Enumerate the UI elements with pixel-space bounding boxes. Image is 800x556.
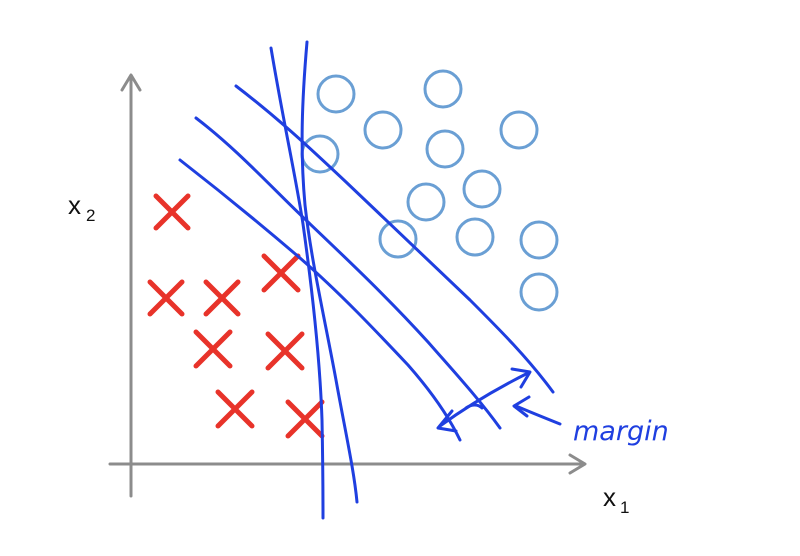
x-axis-label-subscript: 1 [620, 498, 629, 517]
margin-annotation-label: margin [573, 416, 669, 447]
annotation-pointer [512, 395, 562, 426]
x-mark-icon [215, 389, 255, 429]
svm-upper-margin-line [234, 84, 555, 394]
circle-icon [300, 134, 340, 174]
margin-arrow-mid-tick [464, 403, 484, 410]
margin-arrow [436, 367, 532, 433]
positive-class-points [300, 69, 559, 312]
annotation-pointer-head [512, 395, 531, 418]
x-mark-icon [285, 399, 325, 439]
circle-icon [406, 182, 446, 222]
svm-decision-boundary [194, 116, 502, 430]
x-mark-icon [153, 193, 191, 231]
negative-class-points [147, 193, 325, 439]
y-axis-arrowhead [120, 73, 142, 92]
margin-arrow-shaft [438, 371, 530, 428]
x-axis-label: x [603, 482, 616, 512]
circle-icon [462, 169, 502, 209]
axes [108, 73, 587, 498]
circle-icon [499, 110, 539, 150]
margin-arrow-head-right [510, 367, 532, 389]
margin-arrow-head-left [436, 409, 458, 433]
x-mark-icon [261, 253, 301, 293]
steep-boundary-b [300, 40, 359, 504]
circle-icon [363, 110, 403, 150]
circle-icon [423, 69, 463, 109]
x-mark-icon [265, 331, 305, 371]
y-axis-label-subscript: 2 [86, 206, 95, 225]
steep-boundary-a [269, 46, 325, 520]
circle-icon [519, 220, 559, 260]
decision-boundaries [178, 40, 555, 520]
circle-icon [316, 74, 356, 114]
annotation-pointer-shaft [514, 404, 562, 426]
circle-icon [455, 217, 495, 257]
circle-icon [378, 219, 418, 259]
x-axis-arrowhead [568, 453, 587, 475]
x-mark-icon [203, 279, 241, 317]
y-axis-label: x [68, 190, 81, 220]
circle-icon [519, 272, 559, 312]
x-mark-icon [193, 329, 233, 369]
x-mark-icon [147, 279, 185, 317]
svm-lower-margin-line [178, 158, 462, 442]
circle-icon [425, 129, 465, 169]
